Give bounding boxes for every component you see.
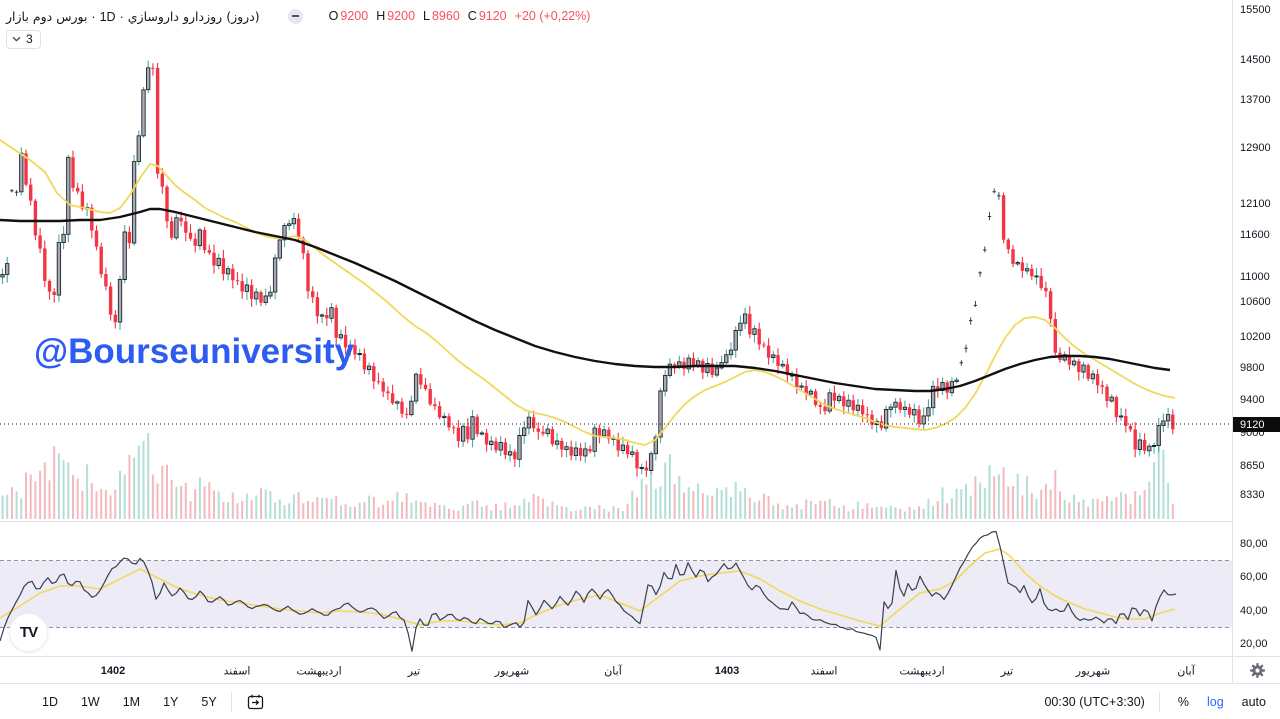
price-tick-label: 9800 xyxy=(1240,362,1265,374)
ma-black-line xyxy=(0,207,1171,393)
symbol-title-token: بورس xyxy=(56,8,88,24)
symbol-title-token: 1D xyxy=(99,9,116,24)
axis-settings-corner[interactable] xyxy=(1232,656,1280,684)
ohlc-values: O 9200 H 9200 L 8960 C 9120 +20 (+0,22%) xyxy=(321,9,591,23)
time-tick-year: 1402 xyxy=(100,664,126,677)
price-tick-label: 9400 xyxy=(1240,394,1265,406)
time-tick-month: شهريور xyxy=(494,664,530,677)
watermark: @Bourseuniversity xyxy=(34,332,355,371)
symbol-title-token: داروسازي xyxy=(127,8,179,24)
ohlc-value: 9120 xyxy=(478,9,507,23)
time-tick-year: 1403 xyxy=(714,664,740,677)
time-tick-month: ارديبهشت xyxy=(296,664,342,677)
auto-scale-button[interactable]: auto xyxy=(1241,695,1266,709)
range-button-1m[interactable]: 1M xyxy=(122,695,141,709)
ohlc-letter: L xyxy=(423,9,430,23)
collapse-legend-icon[interactable] xyxy=(287,8,303,24)
time-tick-month: تير xyxy=(1000,664,1014,677)
ohlc-value: 9200 xyxy=(387,9,416,23)
price-change: +20 (+0,22%) xyxy=(514,9,591,23)
candle-bodies-down xyxy=(24,67,1175,471)
range-button-1y[interactable]: 1Y xyxy=(163,695,179,709)
range-button-5y[interactable]: 5Y xyxy=(201,695,217,709)
rsi-ma-line xyxy=(0,548,1176,627)
symbol-title-token: دوم xyxy=(32,8,53,24)
candle-bodies-up xyxy=(0,67,1171,471)
main-pane xyxy=(0,60,1176,519)
minus-icon xyxy=(291,15,299,17)
chevron-down-icon xyxy=(12,36,21,42)
rsi-tick-label: 40,00 xyxy=(1240,605,1268,617)
time-axis[interactable]: 1402 اسفند ارديبهشت تير شهريور آبان 1403 اسفند ا… xyxy=(0,656,1232,684)
toolbar-right-group: 00:30 (UTC+3:30) % log auto xyxy=(1044,692,1266,712)
indicators-collapsed-chip[interactable]: 3 xyxy=(6,30,41,49)
log-scale-button[interactable]: log xyxy=(1206,695,1224,709)
symbol-title-token: (دروز) xyxy=(226,8,260,24)
price-tick-label: 10200 xyxy=(1240,331,1271,343)
symbol-title-token: · xyxy=(91,9,96,24)
bottom-toolbar: 1D 1W 1M 1Y 5Y 00:30 (UTC+3:30) % log auto xyxy=(0,683,1280,719)
price-axis[interactable]: 15500 14500 13700 12900 12100 11600 11000 10600… xyxy=(1232,0,1280,683)
rsi-line xyxy=(0,530,1177,652)
last-price-badge: 9120 xyxy=(1233,417,1280,432)
time-tick-month: اسفند xyxy=(223,664,251,677)
indicator-count: 3 xyxy=(26,32,33,46)
ohlc-letter: H xyxy=(376,9,386,23)
price-tick-label: 8650 xyxy=(1240,460,1265,472)
symbol-title-token: · xyxy=(119,9,124,24)
ohlc-letter: O xyxy=(328,9,339,23)
calendar-icon xyxy=(247,694,263,709)
price-tick-label: 15500 xyxy=(1240,4,1271,16)
symbol-title-token: روزدارو xyxy=(182,8,223,24)
rsi-tick-label: 20,00 xyxy=(1240,638,1268,650)
toolbar-divider xyxy=(230,692,232,712)
symbol-title[interactable]: بازار دوم بورس · 1D · داروسازي روزدارو (دروز) xyxy=(6,9,264,24)
time-tick-month: تير xyxy=(407,664,421,677)
price-tick-label: 12900 xyxy=(1240,142,1271,154)
range-buttons: 1D 1W 1M 1Y 5Y xyxy=(42,695,217,709)
chart-canvas[interactable] xyxy=(0,0,1232,656)
time-tick-month: ارديبهشت xyxy=(899,664,945,677)
candle-wicks-up xyxy=(1,60,1169,475)
range-button-1w[interactable]: 1W xyxy=(80,695,100,709)
rsi-tick-label: 60,00 xyxy=(1240,571,1268,583)
ohlc-value: 8960 xyxy=(431,9,460,23)
time-tick-month: آبان xyxy=(604,664,622,677)
clock-display[interactable]: 00:30 (UTC+3:30) xyxy=(1044,695,1145,709)
time-tick-month: اسفند xyxy=(810,664,838,677)
ohlc-value: 9200 xyxy=(340,9,369,23)
price-tick-label: 12100 xyxy=(1240,198,1271,210)
go-to-date-button[interactable] xyxy=(246,693,265,712)
price-tick-label: 13700 xyxy=(1240,94,1271,106)
percent-scale-button[interactable]: % xyxy=(1177,695,1189,709)
price-tick-label: 8330 xyxy=(1240,489,1265,501)
time-tick-month: شهريور xyxy=(1075,664,1111,677)
price-tick-label: 11600 xyxy=(1240,229,1270,241)
volume-bars-up xyxy=(1,433,1170,519)
price-tick-label: 10600 xyxy=(1240,296,1271,308)
price-tick-label: 11000 xyxy=(1240,271,1270,283)
rsi-pane xyxy=(0,530,1232,652)
tradingview-logo[interactable]: TV xyxy=(9,613,48,652)
gear-icon[interactable] xyxy=(1249,662,1266,679)
rsi-tick-label: 80,00 xyxy=(1240,538,1268,550)
ma-yellow-line xyxy=(0,139,1176,446)
toolbar-divider xyxy=(1158,692,1160,712)
candle-wicks-down xyxy=(25,63,1174,477)
time-tick-month: آبان xyxy=(1177,664,1195,677)
range-button-1d[interactable]: 1D xyxy=(42,695,58,709)
symbol-title-token: بازار xyxy=(6,8,29,24)
ohlc-letter: C xyxy=(467,9,477,23)
price-tick-label: 14500 xyxy=(1240,54,1271,66)
